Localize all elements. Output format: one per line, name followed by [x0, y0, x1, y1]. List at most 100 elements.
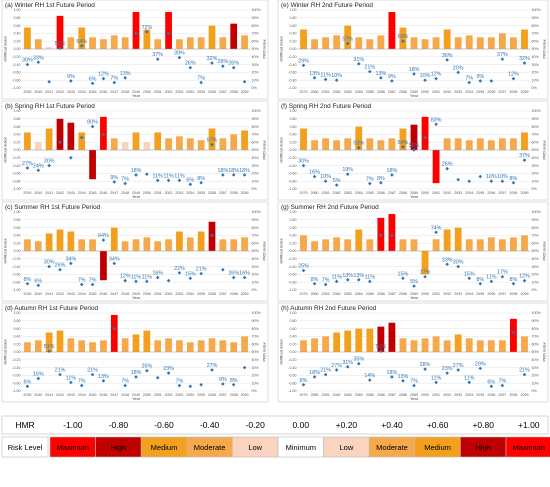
x-tick-label: 2054: [186, 90, 194, 94]
hmr-bar: [388, 322, 396, 352]
hmr-bar: [454, 334, 462, 352]
pro-marker: [47, 264, 51, 269]
pro-marker: [511, 281, 516, 286]
pro-marker: [434, 230, 438, 235]
hmr-bar: [454, 138, 462, 150]
x-tick-label: 2091: [432, 90, 440, 94]
pro-data-label: 54%: [398, 140, 409, 146]
pro-data-label: 34%: [109, 256, 120, 262]
y-tick-label: 0.00: [290, 47, 297, 51]
y-tick-label: 0.40: [290, 32, 297, 36]
pro-data-label: 15%: [464, 271, 475, 277]
legend-hmr-value: -0.60: [154, 420, 174, 430]
legend-hmr-value: -1.00: [63, 420, 83, 430]
pro-marker: [412, 72, 416, 76]
y2-tick-label: 100%: [532, 210, 542, 214]
hmr-bar: [230, 23, 238, 49]
panel-title: (e) Winter RH 2nd Future Period: [281, 2, 373, 9]
x-tick-label: 2086: [377, 393, 385, 397]
pro-marker: [500, 274, 505, 279]
pro-marker: [199, 271, 203, 276]
x-tick-label: 2098: [509, 90, 517, 94]
hmr-bar: [230, 134, 238, 150]
x-tick-label: 2059: [241, 90, 249, 94]
pro-data-label: 39%: [174, 51, 185, 57]
pro-data-label: 19%: [342, 167, 353, 173]
hmr-bar: [67, 37, 75, 49]
y-tick-label: -0.60: [288, 71, 296, 75]
pro-data-label: 7%: [176, 379, 184, 385]
pro-marker: [58, 267, 62, 272]
panel-frame: [277, 0, 549, 100]
pro-data-label: 18%: [239, 168, 250, 174]
x-tick-label: 2097: [498, 292, 506, 296]
pro-marker: [112, 180, 117, 184]
y-tick-label: 0.40: [290, 234, 297, 238]
pro-data-label: 11%: [486, 274, 497, 280]
pro-marker: [323, 282, 328, 287]
hmr-bar: [219, 37, 227, 49]
hmr-bar: [67, 231, 75, 251]
pro-marker: [79, 44, 84, 48]
x-tick-label: 2091: [432, 191, 440, 195]
x-tick-label: 2046: [99, 292, 107, 296]
hmr-bar: [498, 340, 506, 352]
pro-data-label: 8%: [230, 378, 238, 384]
legend-risk-level: Low: [248, 443, 262, 452]
x-tick-label: 2080: [311, 191, 319, 195]
y-tick-label: -0.60: [12, 273, 20, 277]
pro-data-label: 21%: [196, 267, 207, 273]
y2-axis-label: PRO index: [542, 241, 547, 260]
panel-title: (h) Autumn RH 2nd Future Period: [281, 305, 377, 312]
hmr-bar: [366, 39, 374, 49]
pro-data-label: 5%: [410, 279, 418, 285]
pro-marker: [423, 135, 427, 140]
x-tick-label: 2055: [197, 90, 205, 94]
pro-marker: [478, 79, 483, 83]
x-axis-label: Year: [410, 396, 419, 401]
hmr-bar: [476, 239, 484, 251]
pro-data-label: 18%: [409, 67, 420, 73]
pro-marker: [456, 70, 460, 75]
hmr-bar: [208, 128, 216, 150]
x-tick-label: 2087: [388, 191, 396, 195]
y2-tick-label: 50%: [532, 47, 540, 51]
pro-marker: [301, 382, 306, 387]
x-tick-label: 2095: [476, 292, 484, 296]
x-tick-label: 2042: [56, 191, 64, 195]
pro-marker: [423, 78, 427, 82]
y2-tick-label: 20%: [532, 374, 540, 378]
y2-tick-label: 10%: [532, 381, 540, 385]
y2-tick-label: 50%: [532, 148, 540, 152]
legend-risk-label-cell: [1, 436, 49, 458]
hmr-bar: [110, 35, 118, 49]
y-axis-label: HMRout index: [3, 137, 8, 162]
x-tick-label: 2039: [23, 393, 31, 397]
x-tick-label: 2096: [487, 292, 495, 296]
pro-marker: [79, 282, 84, 287]
pro-data-label: 9%: [388, 74, 396, 80]
y-tick-label: -1.00: [288, 187, 296, 191]
y-tick-label: 0.80: [290, 218, 297, 222]
hmr-bar: [454, 227, 462, 251]
y-tick-label: 0.00: [290, 350, 297, 354]
pro-data-label: 18%: [131, 168, 142, 174]
x-tick-label: 2052: [165, 191, 173, 195]
y2-tick-label: 80%: [252, 327, 260, 331]
pro-data-label: 8%: [300, 378, 308, 384]
pro-data-label: 26%: [442, 162, 453, 168]
x-tick-label: 2080: [311, 393, 319, 397]
pro-data-label: 7%: [121, 177, 129, 183]
x-tick-label: 2082: [333, 90, 341, 94]
pro-data-label: 72%: [141, 25, 152, 31]
y2-tick-label: 90%: [532, 16, 540, 20]
y2-tick-label: 20%: [532, 172, 540, 176]
x-tick-label: 2040: [34, 393, 42, 397]
y-tick-label: -0.60: [288, 273, 296, 277]
pro-data-label: 37%: [497, 52, 508, 58]
chart-panel-4: (e) Winter RH 2nd Future Period -1.00 -0.8…: [277, 0, 549, 100]
hmr-bar: [498, 33, 506, 49]
x-tick-label: 2055: [197, 292, 205, 296]
hmr-bar: [311, 140, 318, 150]
hmr-bar: [476, 340, 484, 352]
